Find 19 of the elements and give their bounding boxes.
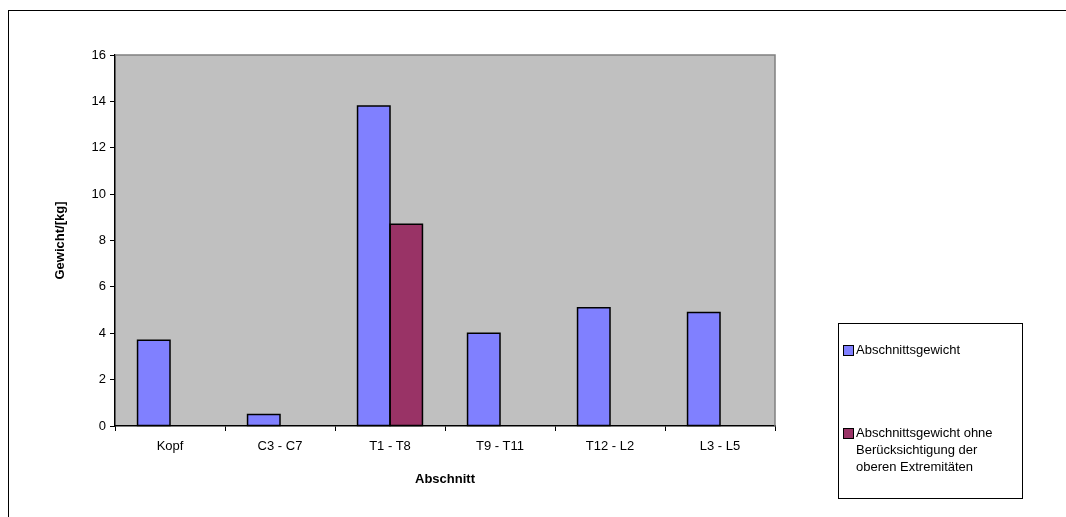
y-tick-label: 6 xyxy=(98,278,106,294)
y-tick-label: 14 xyxy=(91,92,106,108)
x-tick-label: T9 - T11 xyxy=(476,438,524,454)
legend-label: Abschnittsgewicht xyxy=(856,341,961,358)
y-tick-label: 16 xyxy=(91,46,106,62)
y-tick-label: 4 xyxy=(98,324,106,340)
y-tick-label: 8 xyxy=(98,232,106,248)
y-axis-title: Gewicht/[kg] xyxy=(52,201,68,280)
x-tick-label: T12 - L2 xyxy=(585,438,635,454)
y-tick-label: 10 xyxy=(91,185,106,201)
y-tick-label: 12 xyxy=(91,139,106,155)
legend-label: Abschnittsgewicht ohne Berücksichtigung der oberen Extremitäten xyxy=(856,424,994,475)
x-tick-label: C3 - C7 xyxy=(257,438,303,454)
x-axis-title: Abschnitt xyxy=(415,470,476,486)
x-tick-label: T1 - T8 xyxy=(369,438,411,454)
x-tick-label: L3 - L5 xyxy=(699,438,741,454)
x-tick-label: Kopf xyxy=(156,438,184,454)
y-tick-label: 2 xyxy=(98,371,106,387)
y-tick-label: 0 xyxy=(98,417,106,433)
